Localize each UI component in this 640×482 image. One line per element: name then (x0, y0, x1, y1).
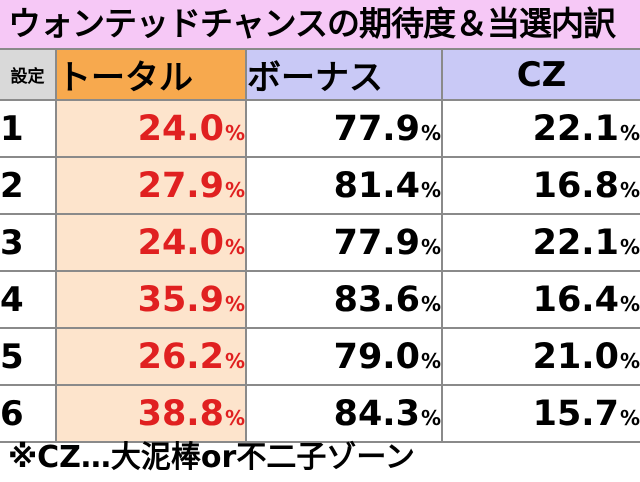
percent-sign: % (224, 234, 245, 259)
table-row: 3 24.0% 77.9% 22.1% (0, 213, 640, 272)
percent-sign: % (224, 291, 245, 316)
percent-sign: % (420, 291, 441, 316)
table-row: 5 26.2% 79.0% 21.0% (0, 327, 640, 386)
bonus-value: 79.0 (333, 336, 420, 377)
bonus-cell: 84.3% (245, 384, 443, 443)
header-bonus: ボーナス (245, 50, 443, 101)
bonus-value: 83.6 (333, 279, 420, 320)
total-cell: 38.8% (55, 384, 247, 443)
bonus-cell: 81.4% (245, 156, 443, 215)
table-row: 2 27.9% 81.4% 16.8% (0, 156, 640, 215)
percent-sign: % (420, 405, 441, 430)
total-cell: 27.9% (55, 156, 247, 215)
total-value: 27.9 (137, 165, 224, 206)
setting-cell: 3 (0, 213, 57, 272)
total-value: 26.2 (137, 336, 224, 377)
total-cell: 26.2% (55, 327, 247, 386)
expectation-table: 設定 トータル ボーナス CZ 1 24.0% 77.9% 22.1% 2 27… (0, 50, 640, 443)
cz-value: 16.8 (532, 165, 619, 206)
bonus-cell: 77.9% (245, 213, 443, 272)
setting-cell: 4 (0, 270, 57, 329)
bonus-value: 84.3 (333, 393, 420, 434)
bonus-cell: 77.9% (245, 99, 443, 158)
header-setting: 設定 (0, 50, 57, 101)
percent-sign: % (224, 405, 245, 430)
percent-sign: % (420, 177, 441, 202)
percent-sign: % (224, 120, 245, 145)
bonus-value: 77.9 (333, 108, 420, 149)
header-row: 設定 トータル ボーナス CZ (0, 50, 640, 101)
header-cz: CZ (441, 50, 640, 101)
total-value: 38.8 (137, 393, 224, 434)
total-cell: 24.0% (55, 99, 247, 158)
cz-cell: 22.1% (441, 99, 640, 158)
page-title: ウォンテッドチャンスの期待度＆当選内訳 (0, 0, 640, 50)
total-value: 24.0 (137, 222, 224, 263)
total-value: 24.0 (137, 108, 224, 149)
cz-value: 15.7 (532, 393, 619, 434)
percent-sign: % (619, 177, 640, 202)
cz-cell: 22.1% (441, 213, 640, 272)
table-row: 4 35.9% 83.6% 16.4% (0, 270, 640, 329)
setting-cell: 1 (0, 99, 57, 158)
percent-sign: % (619, 120, 640, 145)
cz-value: 22.1 (532, 222, 619, 263)
bonus-value: 77.9 (333, 222, 420, 263)
percent-sign: % (619, 348, 640, 373)
bonus-value: 81.4 (333, 165, 420, 206)
bonus-cell: 83.6% (245, 270, 443, 329)
footnote: ※CZ…大泥棒or不二子ゾーン (8, 440, 415, 475)
cz-cell: 15.7% (441, 384, 640, 443)
table-row: 6 38.8% 84.3% 15.7% (0, 384, 640, 443)
setting-cell: 6 (0, 384, 57, 443)
cz-value: 21.0 (532, 336, 619, 377)
cz-value: 22.1 (532, 108, 619, 149)
cz-cell: 16.4% (441, 270, 640, 329)
percent-sign: % (420, 120, 441, 145)
setting-cell: 5 (0, 327, 57, 386)
percent-sign: % (224, 177, 245, 202)
table-row: 1 24.0% 77.9% 22.1% (0, 99, 640, 158)
cz-cell: 21.0% (441, 327, 640, 386)
cz-value: 16.4 (532, 279, 619, 320)
cz-cell: 16.8% (441, 156, 640, 215)
bonus-cell: 79.0% (245, 327, 443, 386)
percent-sign: % (224, 348, 245, 373)
percent-sign: % (619, 291, 640, 316)
percent-sign: % (420, 234, 441, 259)
percent-sign: % (619, 234, 640, 259)
total-cell: 24.0% (55, 213, 247, 272)
percent-sign: % (619, 405, 640, 430)
total-cell: 35.9% (55, 270, 247, 329)
setting-cell: 2 (0, 156, 57, 215)
total-value: 35.9 (137, 279, 224, 320)
header-total: トータル (55, 50, 247, 101)
percent-sign: % (420, 348, 441, 373)
